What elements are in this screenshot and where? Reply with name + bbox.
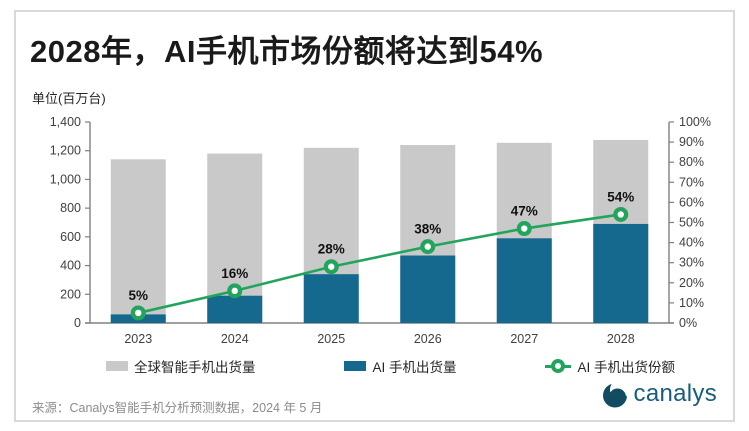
right-axis-tick-label: 20% (679, 276, 704, 290)
left-axis-tick-label: 1,400 (50, 115, 81, 129)
canalys-logo-text: canalys (633, 380, 717, 407)
left-axis-tick-label: 200 (60, 287, 81, 301)
right-axis-tick-label: 70% (679, 175, 704, 189)
source-note: 来源：Canalys智能手机分析预测数据，2024 年 5 月 (32, 401, 323, 415)
bar-ai-2025 (303, 274, 359, 323)
x-axis-category-label: 2026 (414, 332, 442, 346)
ai-share-marker-center (424, 243, 431, 250)
ai-share-marker-center (617, 211, 624, 218)
x-axis-category-label: 2025 (317, 332, 345, 346)
x-axis-category-label: 2023 (124, 332, 152, 346)
right-axis-tick-label: 90% (679, 135, 704, 149)
ai-share-line (137, 213, 621, 315)
x-axis-category-label: 2027 (510, 332, 538, 346)
legend-item-ai-share: AI 手机出货份额 (545, 356, 675, 376)
combo-chart-plot: 0 200 400 600 800 1,000 1,200 1,400 0% 10% 20% 30% 4… (50, 115, 711, 346)
left-axis-tick-label: 600 (60, 230, 81, 244)
bar-global-2023 (110, 159, 166, 323)
left-axis-tick-label: 1,000 (50, 172, 81, 186)
legend-label: AI 手机出货份额 (577, 360, 675, 375)
page-title: 2028年，AI手机市场份额将达到54% (30, 34, 544, 69)
ai-share-marker-center (135, 309, 142, 317)
legend-label: AI 手机出货量 (372, 360, 457, 375)
ai-share-data-label: 5% (128, 288, 148, 303)
canalys-logo-icon (602, 380, 629, 407)
chart-legend: 全球智能手机出货量 AI 手机出货量 AI 手机出货份额 (106, 354, 675, 378)
ai-share-data-label: 47% (511, 204, 538, 219)
right-axis-tick-label: 40% (679, 236, 704, 250)
ai-share-line-marker-swatch (545, 358, 572, 374)
global-shipments-swatch (106, 361, 128, 371)
ai-share-marker-center (521, 225, 528, 232)
left-axis-tick-label: 1,200 (50, 144, 81, 158)
x-axis-category-label: 2024 (221, 332, 249, 346)
canalys-logo: canalys (602, 380, 717, 408)
left-axis-unit-label: 单位(百万台) (32, 91, 106, 106)
legend-item-ai-shipments: AI 手机出货量 (344, 356, 457, 376)
ai-share-data-label: 28% (318, 242, 345, 257)
x-axis-category-label: 2028 (607, 332, 635, 346)
ai-share-marker-center (328, 263, 335, 270)
ai-share-data-label: 54% (607, 189, 634, 204)
right-axis-tick-label: 50% (679, 216, 704, 230)
bar-ai-2027 (496, 238, 552, 323)
right-axis-tick-label: 10% (679, 296, 704, 310)
ai-share-marker-center (231, 287, 238, 295)
ai-share-data-label: 38% (414, 222, 441, 237)
right-axis-tick-label: 30% (679, 256, 704, 270)
left-axis-tick-label: 0 (74, 316, 81, 330)
chart-card: 2028年，AI手机市场份额将达到54% 单位(百万台) 0 200 400 600 8… (14, 10, 735, 422)
bar-ai-2026 (400, 255, 456, 323)
bar-ai-2028 (593, 223, 649, 323)
legend-label: 全球智能手机出货量 (134, 360, 256, 375)
right-axis-tick-label: 100% (679, 115, 711, 129)
ai-shipments-swatch (344, 361, 367, 371)
bar-ai-2024 (207, 295, 263, 323)
right-axis-tick-label: 80% (679, 155, 704, 169)
left-axis-tick-label: 800 (60, 201, 81, 215)
ai-share-data-label: 16% (221, 266, 248, 281)
legend-item-global-shipments: 全球智能手机出货量 (106, 356, 256, 376)
right-axis-tick-label: 60% (679, 195, 704, 209)
left-axis-tick-label: 400 (60, 259, 81, 273)
right-axis-tick-label: 0% (679, 316, 697, 330)
